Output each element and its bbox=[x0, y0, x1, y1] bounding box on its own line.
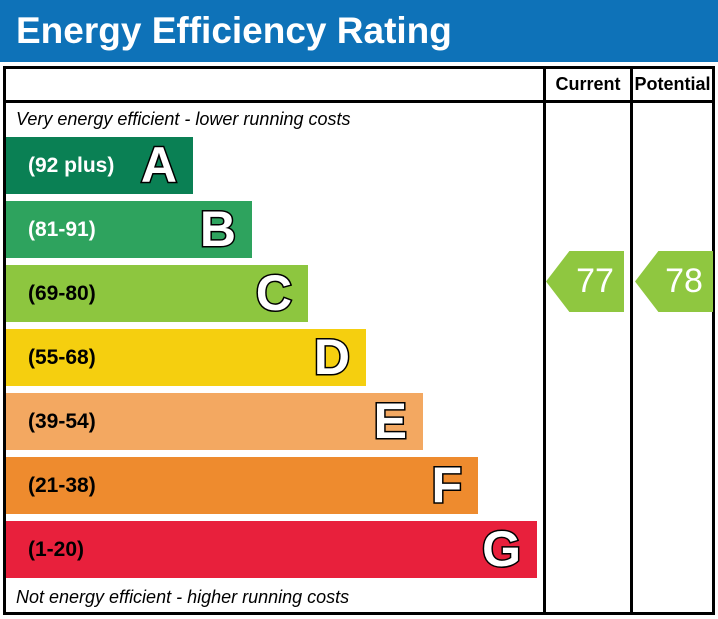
band-range-label: (39-54) bbox=[28, 409, 96, 433]
band-range-label: (55-68) bbox=[28, 345, 96, 369]
top-note: Very energy efficient - lower running co… bbox=[16, 109, 351, 129]
rating-band-b: (81-91) B bbox=[6, 200, 252, 259]
header-row-divider bbox=[6, 100, 712, 103]
page-title: Energy Efficiency Rating bbox=[16, 10, 452, 51]
rating-band-e: (39-54) E bbox=[6, 392, 423, 451]
rating-band-d: (55-68) D bbox=[6, 328, 366, 387]
rating-band-c: (69-80) C bbox=[6, 264, 308, 323]
title-bar: Energy Efficiency Rating bbox=[0, 0, 718, 62]
rating-table: Current Potential Very energy efficient … bbox=[3, 66, 715, 615]
rating-band-a: (92 plus) A bbox=[6, 136, 193, 195]
rating-band-g: (1-20) G bbox=[6, 520, 537, 579]
band-range-label: (21-38) bbox=[28, 473, 96, 497]
potential-rating-arrow: 78 bbox=[635, 251, 713, 312]
current-rating-arrow: 77 bbox=[546, 251, 624, 312]
band-range-label: (81-91) bbox=[28, 217, 96, 241]
band-range-label: (69-80) bbox=[28, 281, 96, 305]
potential-column-divider bbox=[630, 69, 633, 612]
potential-column-header: Potential bbox=[634, 74, 711, 94]
current-column-header: Current bbox=[555, 74, 621, 94]
current-column-divider bbox=[543, 69, 546, 612]
band-range-label: (1-20) bbox=[28, 537, 85, 561]
band-letter: A bbox=[139, 136, 178, 195]
band-letter: F bbox=[430, 456, 464, 515]
band-range-label: (92 plus) bbox=[28, 153, 115, 177]
current-rating-value: 77 bbox=[576, 262, 614, 300]
band-letter: B bbox=[198, 200, 237, 259]
rating-band-f: (21-38) F bbox=[6, 456, 478, 515]
band-letter: C bbox=[254, 264, 293, 323]
potential-rating-value: 78 bbox=[665, 262, 703, 300]
bottom-note: Not energy efficient - higher running co… bbox=[16, 587, 350, 607]
band-letter: D bbox=[312, 328, 351, 387]
band-letter: G bbox=[481, 520, 523, 579]
band-letter: E bbox=[372, 392, 408, 451]
